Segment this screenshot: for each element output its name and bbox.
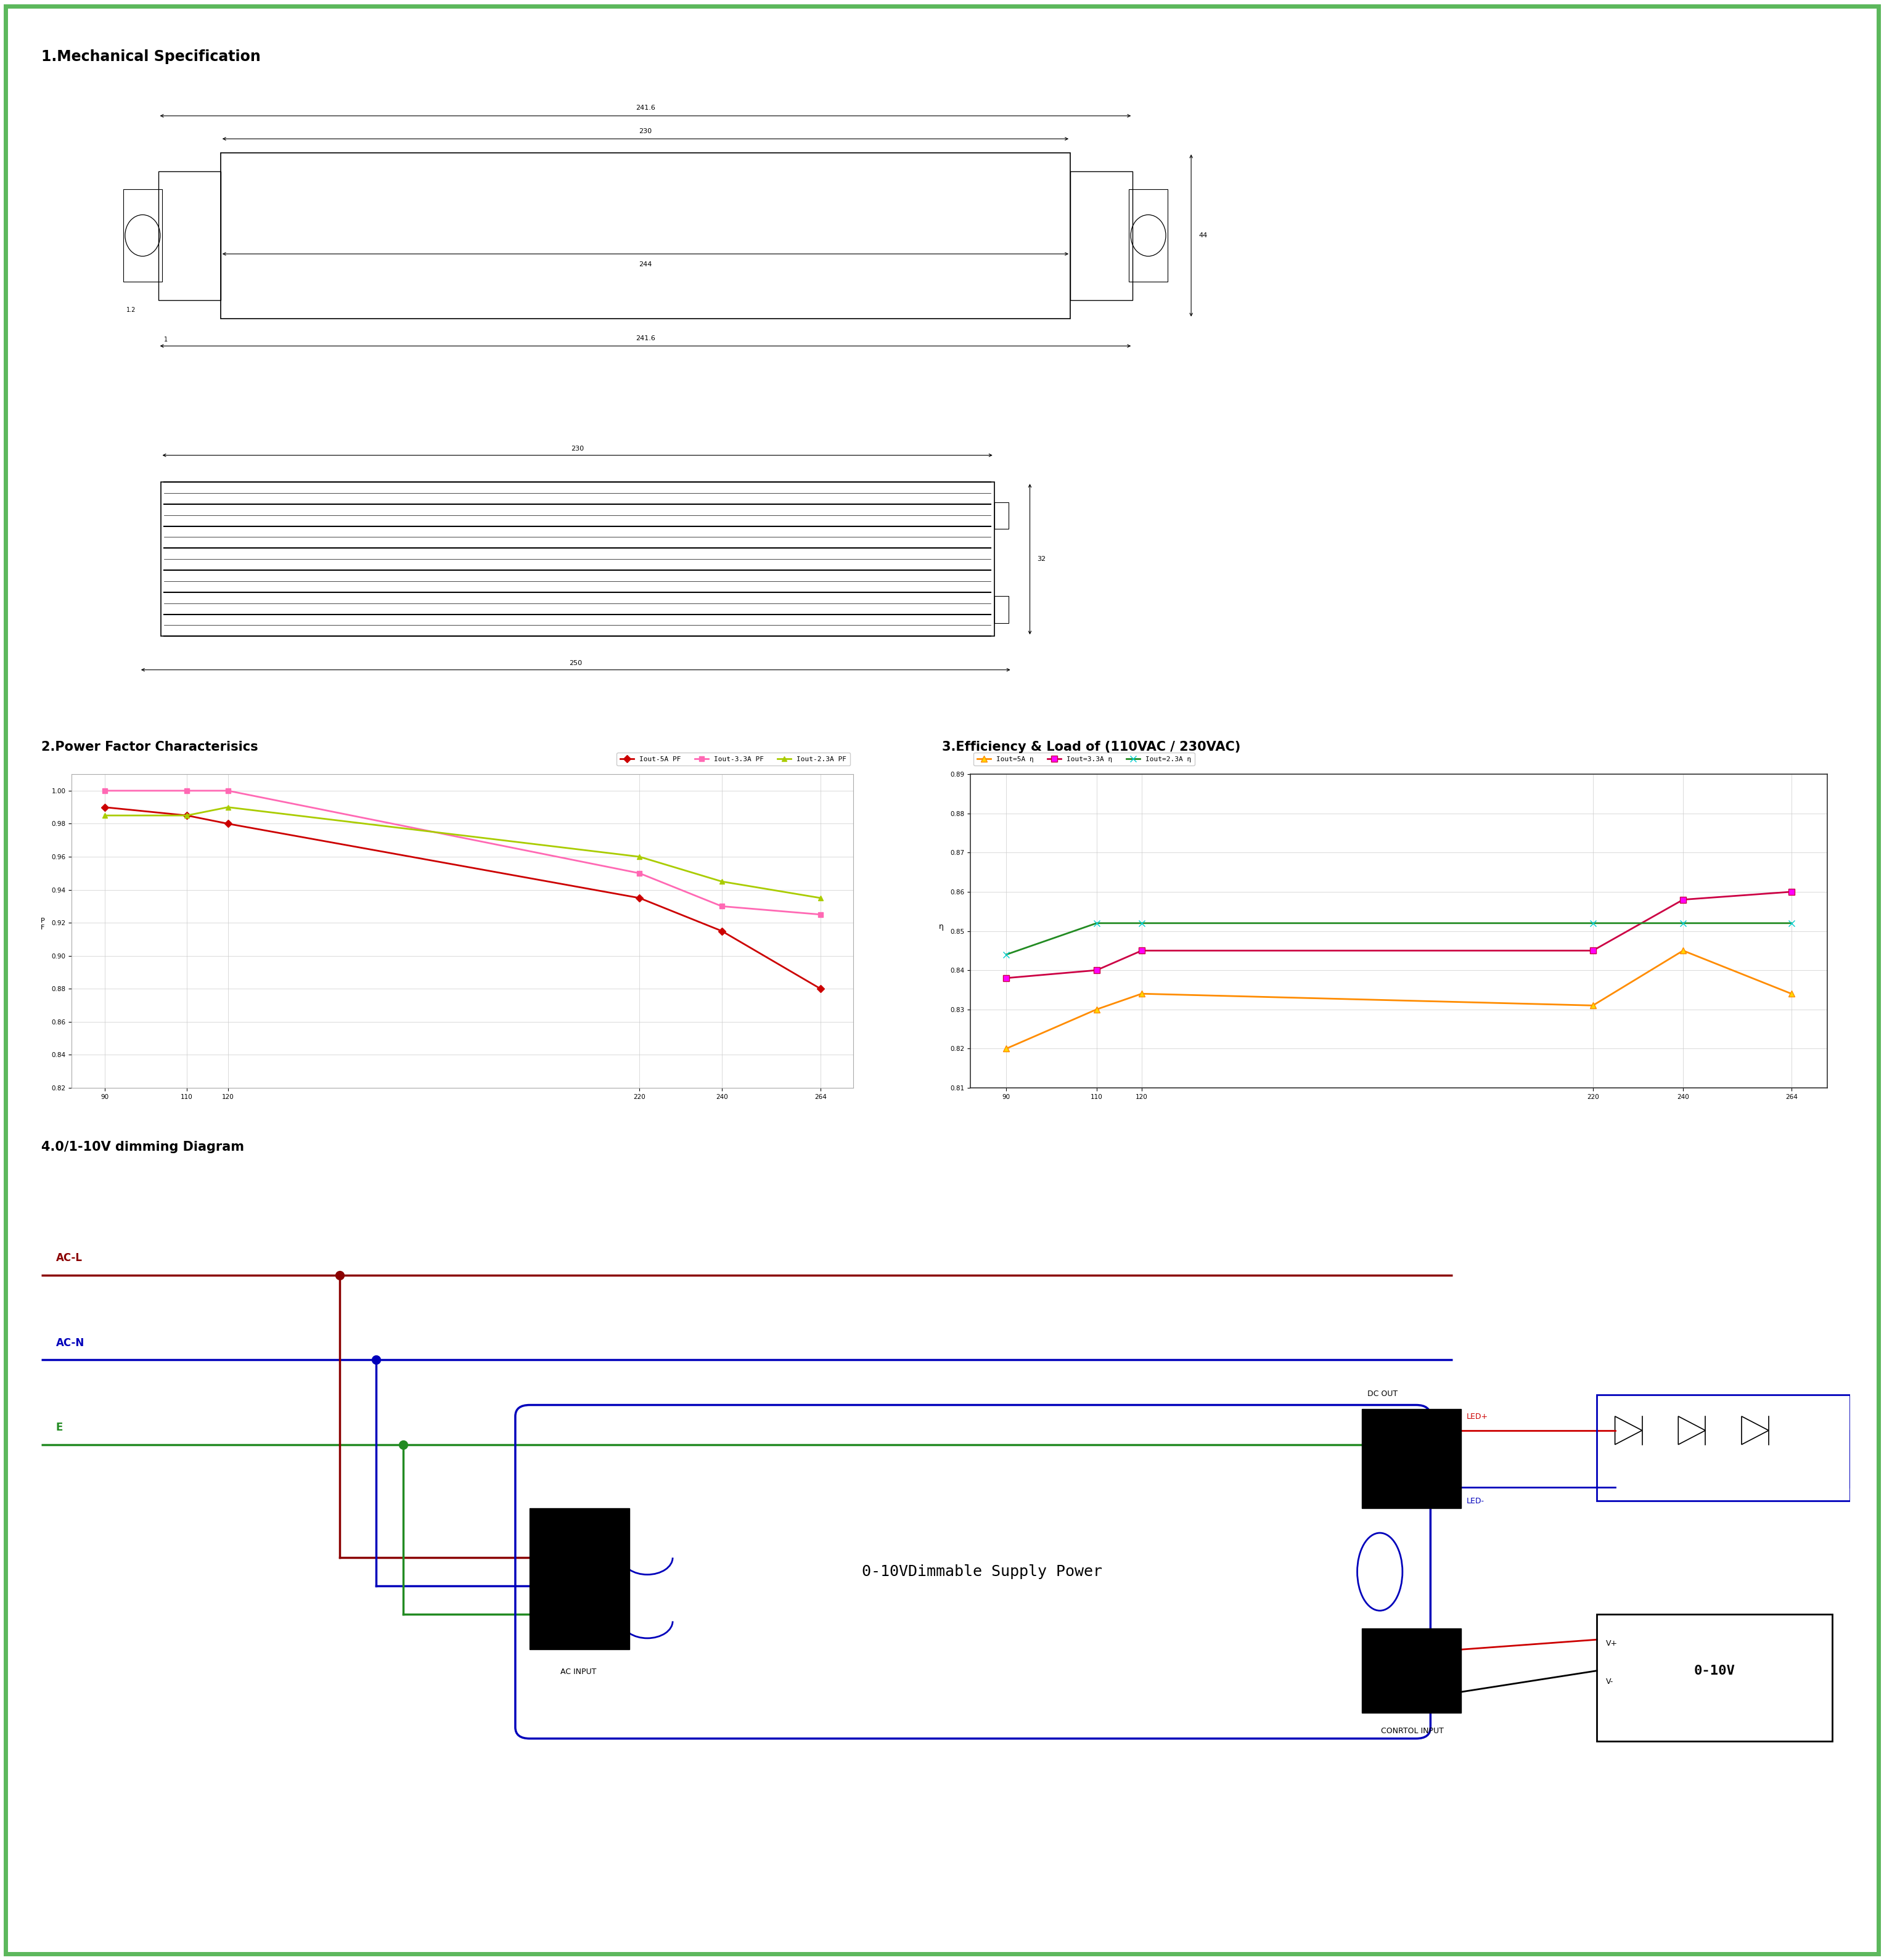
Text: LED+: LED+ [1466, 1413, 1488, 1421]
Text: 1: 1 [164, 337, 168, 343]
Iout=2.3A η [1130, 911, 1153, 935]
Iout=2.3A η [1671, 911, 1694, 935]
Bar [995, 502, 1008, 529]
Line: Iout=2.3A η: Iout=2.3A η [1004, 919, 1794, 958]
Text: 4.0/1-10V dimming Diagram: 4.0/1-10V dimming Diagram [41, 1141, 245, 1152]
Iout=3.3A η [1780, 880, 1803, 904]
Text: 244: 244 [639, 261, 652, 269]
Bar [1362, 1629, 1462, 1713]
Iout=3.3A η [1671, 888, 1694, 911]
Iout-2.3A PF [175, 804, 198, 827]
Text: DC OUT: DC OUT [1368, 1390, 1398, 1397]
Iout=3.3A η [1130, 939, 1153, 962]
Iout=3.3A η [1581, 939, 1603, 962]
Iout=2.3A η [1780, 911, 1803, 935]
Iout-5A PF [710, 919, 733, 943]
Iout-2.3A PF [217, 796, 239, 819]
Text: 230: 230 [571, 445, 584, 453]
Iout-2.3A PF [92, 804, 115, 827]
Legend: Iout=5A η, Iout=3.3A η, Iout=2.3A η: Iout=5A η, Iout=3.3A η, Iout=2.3A η [974, 753, 1194, 766]
Iout-3.3A PF [175, 778, 198, 802]
Bar [1129, 190, 1168, 282]
Line: Iout-5A PF: Iout-5A PF [102, 806, 823, 992]
Bar [995, 596, 1008, 623]
Iout-5A PF [92, 796, 115, 819]
Y-axis label: P
F: P F [41, 917, 45, 931]
Bar [1362, 1409, 1462, 1507]
Text: 241.6: 241.6 [635, 106, 656, 112]
Text: AC-N: AC-N [57, 1337, 85, 1348]
Legend: Iout-5A PF, Iout-3.3A PF, Iout-2.3A PF: Iout-5A PF, Iout-3.3A PF, Iout-2.3A PF [616, 753, 850, 766]
Y-axis label: η: η [938, 923, 944, 931]
Text: 3.Efficiency & Load of (110VAC / 230VAC): 3.Efficiency & Load of (110VAC / 230VAC) [942, 741, 1240, 753]
Text: V-: V- [1605, 1678, 1613, 1686]
Bar [220, 153, 1070, 318]
Bar [1598, 1615, 1831, 1740]
Line: Iout-3.3A PF: Iout-3.3A PF [102, 788, 823, 917]
Iout-2.3A PF [710, 870, 733, 894]
Text: 2.Power Factor Characterisics: 2.Power Factor Characterisics [41, 741, 258, 753]
Text: 1.Mechanical Specification: 1.Mechanical Specification [41, 49, 260, 65]
Text: 241.6: 241.6 [635, 335, 656, 341]
Bar [122, 190, 162, 282]
Text: 44: 44 [1198, 233, 1208, 239]
Iout=2.3A η [1085, 911, 1108, 935]
Iout-2.3A PF [810, 886, 833, 909]
Iout=5A η [1130, 982, 1153, 1005]
Iout-5A PF [627, 886, 650, 909]
Iout-5A PF [175, 804, 198, 827]
Text: AC INPUT: AC INPUT [561, 1668, 597, 1676]
Bar [1598, 1396, 1850, 1501]
Text: CONRTOL INPUT: CONRTOL INPUT [1381, 1727, 1443, 1735]
Bar [158, 171, 220, 300]
Iout=2.3A η [995, 943, 1017, 966]
Line: Iout=3.3A η: Iout=3.3A η [1004, 888, 1794, 982]
Iout=3.3A η [1085, 958, 1108, 982]
Iout-3.3A PF [92, 778, 115, 802]
Text: LED-: LED- [1466, 1497, 1485, 1505]
Iout=5A η [995, 1037, 1017, 1060]
Iout-2.3A PF [627, 845, 650, 868]
Iout=5A η [1085, 998, 1108, 1021]
Text: 250: 250 [569, 661, 582, 666]
Iout=3.3A η [995, 966, 1017, 990]
Bar [529, 1507, 629, 1650]
Iout=2.3A η [1581, 911, 1603, 935]
Text: V+: V+ [1605, 1641, 1618, 1648]
Iout=5A η [1581, 994, 1603, 1017]
Iout-3.3A PF [810, 904, 833, 927]
Text: 1.2: 1.2 [126, 308, 136, 314]
Text: 230: 230 [639, 127, 652, 133]
Line: Iout-2.3A PF: Iout-2.3A PF [102, 806, 823, 900]
Text: 0-10VDimmable Supply Power: 0-10VDimmable Supply Power [861, 1564, 1102, 1580]
Iout=5A η [1780, 982, 1803, 1005]
Bar [160, 482, 995, 637]
Text: 0-10V: 0-10V [1694, 1664, 1735, 1678]
Iout-3.3A PF [627, 862, 650, 886]
Bar [1070, 171, 1132, 300]
Iout-5A PF [810, 976, 833, 1000]
Text: AC-L: AC-L [57, 1252, 83, 1264]
Iout=5A η [1671, 939, 1694, 962]
Text: E: E [57, 1423, 62, 1433]
Iout-5A PF [217, 811, 239, 835]
Iout-3.3A PF [217, 778, 239, 802]
Line: Iout=5A η: Iout=5A η [1004, 947, 1794, 1053]
Iout-3.3A PF [710, 894, 733, 917]
Text: 32: 32 [1036, 557, 1046, 563]
